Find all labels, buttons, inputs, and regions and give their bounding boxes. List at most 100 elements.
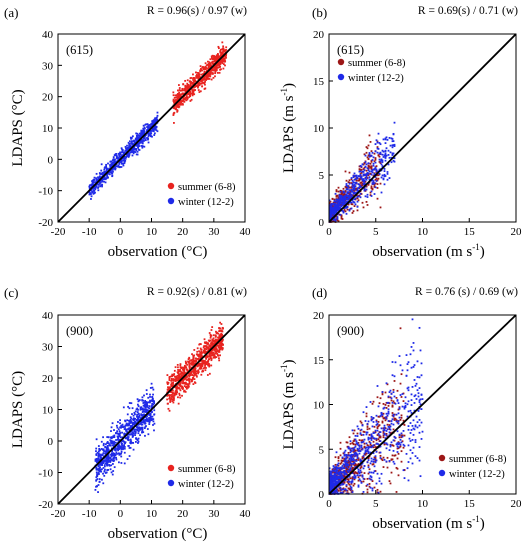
scatter-point xyxy=(374,182,377,185)
scatter-point xyxy=(128,447,131,449)
scatter-point xyxy=(172,381,175,384)
scatter-point xyxy=(340,202,343,205)
scatter-point xyxy=(383,170,386,173)
scatter-point xyxy=(338,195,341,198)
scatter-point xyxy=(184,97,187,99)
scatter-point xyxy=(97,491,99,493)
scatter-point xyxy=(111,159,114,162)
scatter-point xyxy=(340,476,343,478)
scatter-point xyxy=(131,142,133,145)
scatter-point xyxy=(364,452,367,455)
scatter-point xyxy=(177,369,179,371)
scatter-point xyxy=(344,210,347,213)
scatter-point xyxy=(385,407,388,409)
scatter-point xyxy=(381,415,384,418)
scatter-point xyxy=(343,458,346,461)
scatter-point xyxy=(95,485,98,488)
scatter-point xyxy=(354,445,357,448)
scatter-point xyxy=(374,458,377,461)
scatter-point xyxy=(375,419,378,422)
scatter-point xyxy=(180,385,182,388)
scatter-point xyxy=(338,487,341,490)
scatter-point xyxy=(88,193,91,196)
scatter-point xyxy=(184,378,186,380)
scatter-point xyxy=(209,354,212,357)
scatter-point xyxy=(358,165,361,168)
scatter-point xyxy=(189,373,192,375)
panel-label: (b) xyxy=(312,5,327,20)
scatter-point xyxy=(110,471,113,474)
scatter-point xyxy=(115,456,117,459)
scatter-point xyxy=(185,99,188,102)
scatter-point xyxy=(334,471,337,474)
scatter-point xyxy=(115,432,117,435)
scatter-point xyxy=(219,50,222,52)
scatter-point xyxy=(352,191,355,194)
scatter-point xyxy=(338,475,341,478)
scatter-point xyxy=(182,83,185,85)
scatter-point xyxy=(353,464,356,467)
scatter-point xyxy=(98,182,101,185)
correlation-text: R = 0.69(s) / 0.71 (w) xyxy=(418,5,518,17)
scatter-point xyxy=(393,145,396,147)
scatter-point xyxy=(357,183,360,186)
scatter-point xyxy=(375,171,378,174)
scatter-point xyxy=(181,387,183,389)
scatter-point xyxy=(129,441,132,443)
scatter-point xyxy=(112,444,114,447)
scatter-point xyxy=(390,458,393,461)
scatter-point xyxy=(126,458,129,460)
scatter-point xyxy=(368,178,371,181)
scatter-point xyxy=(178,84,180,86)
scatter-point xyxy=(388,431,391,434)
scatter-point xyxy=(366,491,369,494)
scatter-point xyxy=(385,416,388,419)
scatter-point xyxy=(350,186,353,188)
scatter-point xyxy=(331,477,334,480)
scatter-point xyxy=(365,174,368,177)
scatter-point xyxy=(149,415,152,418)
scatter-point xyxy=(354,464,357,467)
scatter-point xyxy=(205,74,208,77)
scatter-point xyxy=(376,197,379,200)
scatter-point xyxy=(214,55,217,58)
scatter-point xyxy=(367,445,370,448)
scatter-point xyxy=(177,103,179,106)
scatter-point xyxy=(376,179,379,182)
scatter-point xyxy=(147,406,150,409)
scatter-point xyxy=(224,60,227,63)
scatter-point xyxy=(153,134,156,136)
scatter-point xyxy=(367,183,370,186)
scatter-point xyxy=(92,183,95,186)
scatter-point xyxy=(345,201,348,204)
scatter-point xyxy=(142,132,145,135)
scatter-point xyxy=(125,147,127,150)
scatter-point xyxy=(373,182,376,184)
scatter-point xyxy=(142,418,145,420)
scatter-point xyxy=(387,149,390,152)
scatter-point xyxy=(376,141,379,144)
legend: summer (6-8)winter (12-2) xyxy=(167,464,236,490)
scatter-point xyxy=(117,421,119,423)
scatter-point xyxy=(180,375,182,378)
scatter-point xyxy=(216,332,219,334)
scatter-point xyxy=(179,89,182,92)
scatter-point xyxy=(349,201,352,204)
scatter-point xyxy=(194,369,196,372)
scatter-point xyxy=(149,387,152,389)
scatter-point xyxy=(150,382,153,385)
scatter-point xyxy=(104,446,107,448)
scatter-points xyxy=(328,121,396,223)
scatter-point xyxy=(203,349,205,352)
scatter-point xyxy=(154,120,157,122)
scatter-point xyxy=(199,347,202,350)
scatter-point xyxy=(177,93,180,95)
scatter-point xyxy=(367,169,370,172)
scatter-point xyxy=(357,179,360,182)
scatter-point xyxy=(378,436,381,439)
scatter-point xyxy=(329,215,332,217)
scatter-point xyxy=(351,447,354,450)
scatter-point xyxy=(169,394,171,396)
scatter-point xyxy=(149,396,151,398)
scatter-point xyxy=(188,80,191,83)
